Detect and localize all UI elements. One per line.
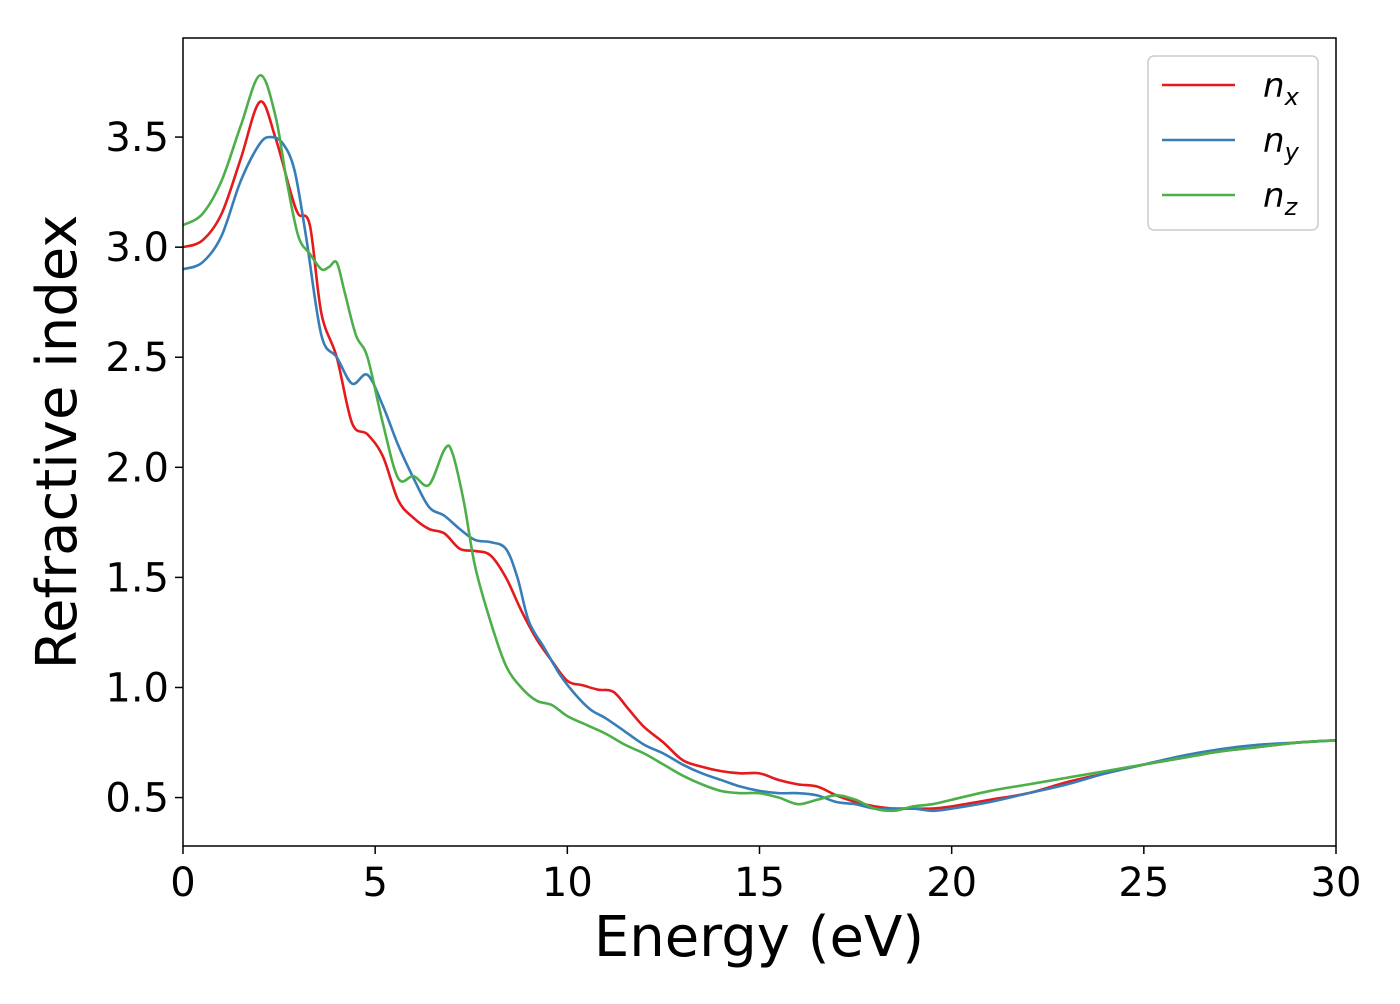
legend-label-z: nz xyxy=(1263,176,1299,221)
x-axis-ticks: 0 5 10 15 20 25 30 xyxy=(170,846,1361,906)
y-tick-label: 2.0 xyxy=(105,445,169,491)
legend-label-x: nx xyxy=(1263,66,1300,111)
legend-frame xyxy=(1147,55,1319,231)
legend-entries: nx ny nz xyxy=(1162,66,1300,221)
y-axis-label: Refractive index xyxy=(25,215,90,670)
series-line-x xyxy=(182,100,1337,811)
x-tick-label: 25 xyxy=(1118,860,1169,906)
y-tick-label: 2.5 xyxy=(105,335,169,381)
x-tick-label: 20 xyxy=(926,860,977,906)
y-tick-label: 1.5 xyxy=(105,555,169,601)
x-tick-label: 10 xyxy=(542,860,593,906)
series-line-z xyxy=(182,74,1337,813)
x-tick-label: 5 xyxy=(362,860,387,906)
y-tick-label: 3.5 xyxy=(105,115,169,161)
series-layer xyxy=(182,74,1337,813)
y-tick-label: 3.0 xyxy=(105,225,169,271)
y-tick-label: 1.0 xyxy=(105,665,169,711)
legend-label-y: ny xyxy=(1263,121,1300,166)
series-line-y xyxy=(182,135,1337,813)
x-axis-label: Energy (eV) xyxy=(594,905,924,970)
legend: nx ny nz xyxy=(1147,55,1319,231)
x-tick-label: 30 xyxy=(1311,860,1362,906)
x-tick-label: 15 xyxy=(734,860,785,906)
x-tick-label: 0 xyxy=(170,860,195,906)
y-tick-label: 0.5 xyxy=(105,776,169,822)
y-axis-ticks: 0.5 1.0 1.5 2.0 2.5 3.0 3.5 xyxy=(105,115,183,822)
